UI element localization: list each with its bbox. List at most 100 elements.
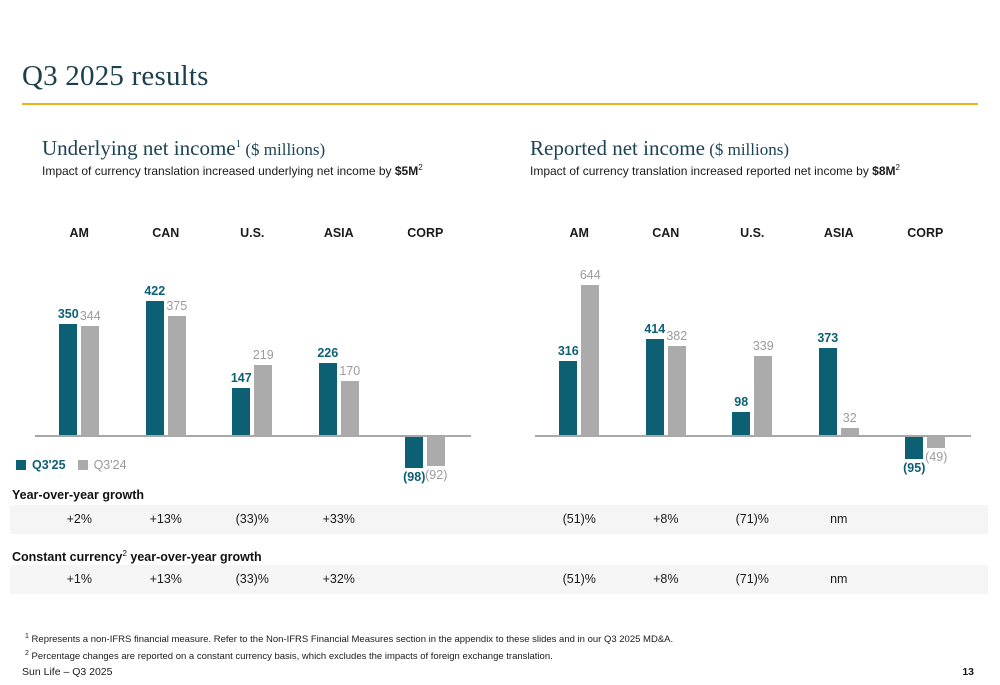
- bar-q324-am: [581, 285, 600, 435]
- bar-q325-asia: [318, 363, 337, 435]
- bar-q325-us: [732, 412, 751, 435]
- bar-value-label: 375: [166, 299, 188, 313]
- footnote-1-text: Represents a non-IFRS financial measure.…: [28, 634, 674, 646]
- bar-q324-asia: [340, 381, 359, 435]
- growth-value: +33%: [322, 512, 355, 526]
- reported-net-income-chart: AM 316 644 CAN 414 382 U.S. 98 339 ASIA 373 32 CORP (…: [515, 222, 975, 484]
- growth-value: +1%: [66, 572, 92, 586]
- left-chart-subtitle-sup: 2: [418, 163, 423, 172]
- bar-q324-can: [667, 346, 686, 435]
- footnote-2-sup: 2: [25, 650, 29, 658]
- category-label-us: U.S.: [240, 226, 265, 240]
- bar-q325-us: [232, 388, 251, 435]
- bar-q324-corp: [427, 437, 446, 466]
- bar-q325-am: [559, 361, 578, 435]
- bar-value-label: 226: [317, 346, 339, 360]
- growth-value: nm: [830, 512, 848, 526]
- growth-value: (71)%: [735, 512, 769, 526]
- legend-label-q325: Q3'25: [32, 458, 66, 472]
- yoy-growth-band: +2% +13% (33)% +33% (51)% +8% (71)% nm: [10, 505, 988, 534]
- left-chart-title: Underlying net income1 ($ millions): [42, 136, 325, 161]
- bar-q324-corp: [927, 437, 946, 448]
- growth-value: (71)%: [735, 572, 769, 586]
- footer-brand: Sun Life – Q3 2025: [22, 666, 113, 678]
- right-chart-units: ($ millions): [704, 140, 790, 159]
- bar-q325-corp: [905, 437, 924, 459]
- bar-q324-am: [81, 326, 100, 435]
- cc-growth-label: Constant currency2 year-over-year growth: [12, 549, 262, 564]
- footnote-2-text: Percentage changes are reported on a con…: [28, 651, 553, 663]
- legend-label-q324: Q3'24: [93, 458, 127, 472]
- legend-swatch-q324: [77, 460, 88, 470]
- left-chart-title-sup: 1: [235, 138, 242, 150]
- bar-q325-am: [59, 324, 78, 435]
- growth-value: +13%: [149, 512, 182, 526]
- right-chart-title-text: Reported net income: [530, 136, 705, 160]
- left-chart-title-text: Underlying net income: [42, 136, 236, 160]
- category-label-us: U.S.: [740, 226, 765, 240]
- cc-growth-band: +1% +13% (33)% +32% (51)% +8% (71)% nm: [10, 565, 988, 594]
- footnote-1: 1 Represents a non-IFRS financial measur…: [25, 630, 673, 647]
- title-divider: [22, 103, 978, 105]
- bar-value-label: 644: [579, 268, 601, 282]
- growth-value: +8%: [653, 512, 679, 526]
- page-number: 13: [962, 666, 974, 678]
- growth-value: (51)%: [562, 512, 596, 526]
- left-chart-subtitle-bold: $5M: [394, 164, 419, 178]
- growth-value: +2%: [66, 512, 92, 526]
- yoy-growth-label: Year-over-year growth: [12, 488, 144, 502]
- bar-q325-can: [145, 301, 164, 435]
- growth-value: +8%: [653, 572, 679, 586]
- left-chart-subtitle-text: Impact of currency translation increased…: [42, 164, 395, 178]
- bar-value-label: 344: [79, 309, 101, 323]
- category-label-am: AM: [569, 226, 589, 240]
- right-chart-subtitle-bold: $8M: [872, 164, 896, 178]
- category-label-am: AM: [69, 226, 89, 240]
- bar-value-label: (98): [403, 470, 426, 484]
- bar-value-label: 98: [734, 395, 749, 409]
- left-chart-units: ($ millions): [241, 140, 326, 159]
- category-label-asia: ASIA: [823, 226, 854, 240]
- growth-value: +32%: [322, 572, 355, 586]
- category-label-corp: CORP: [407, 226, 444, 240]
- bar-value-label: 32: [842, 411, 857, 425]
- x-axis-line: [35, 435, 471, 437]
- right-chart-subtitle: Impact of currency translation increased…: [530, 163, 900, 178]
- bar-q324-can: [167, 316, 186, 435]
- footnotes: 1 Represents a non-IFRS financial measur…: [25, 630, 673, 664]
- bar-value-label: (95): [903, 461, 926, 475]
- bar-value-label: 382: [666, 329, 688, 343]
- bar-value-label: 422: [144, 284, 166, 298]
- cc-growth-label-prefix: Constant currency: [12, 550, 123, 565]
- growth-value: (33)%: [235, 572, 269, 586]
- x-axis-line: [535, 435, 971, 437]
- bar-value-label: 147: [230, 371, 252, 385]
- category-label-asia: ASIA: [323, 226, 354, 240]
- category-label-can: CAN: [152, 226, 180, 240]
- growth-value: nm: [830, 572, 848, 586]
- bar-q325-corp: [405, 437, 424, 468]
- chart-legend: Q3'25 Q3'24: [16, 458, 127, 472]
- bar-q324-us: [754, 356, 773, 435]
- footnote-2: 2 Percentage changes are reported on a c…: [25, 647, 673, 664]
- cc-growth-label-suffix: year-over-year growth: [126, 550, 262, 565]
- category-label-can: CAN: [652, 226, 680, 240]
- page-title: Q3 2025 results: [22, 60, 209, 92]
- footnote-1-sup: 1: [25, 633, 29, 640]
- growth-value: (51)%: [562, 572, 596, 586]
- growth-value: (33)%: [235, 512, 269, 526]
- cc-growth-label-sup: 2: [122, 549, 127, 558]
- bar-q324-us: [254, 365, 273, 435]
- right-chart-subtitle-text: Impact of currency translation increased…: [530, 164, 873, 178]
- bar-value-label: (92): [425, 468, 448, 482]
- underlying-net-income-chart: AM 350 344 CAN 422 375 U.S. 147 219 ASIA 226 170 COR…: [15, 222, 475, 484]
- bar-value-label: 339: [752, 339, 774, 353]
- bar-value-label: 414: [644, 322, 666, 336]
- bar-value-label: 373: [817, 331, 839, 345]
- category-label-corp: CORP: [907, 226, 944, 240]
- bar-value-label: (49): [925, 450, 948, 464]
- bar-value-label: 219: [252, 348, 274, 362]
- bar-value-label: 170: [339, 364, 361, 378]
- bar-q325-can: [645, 339, 664, 435]
